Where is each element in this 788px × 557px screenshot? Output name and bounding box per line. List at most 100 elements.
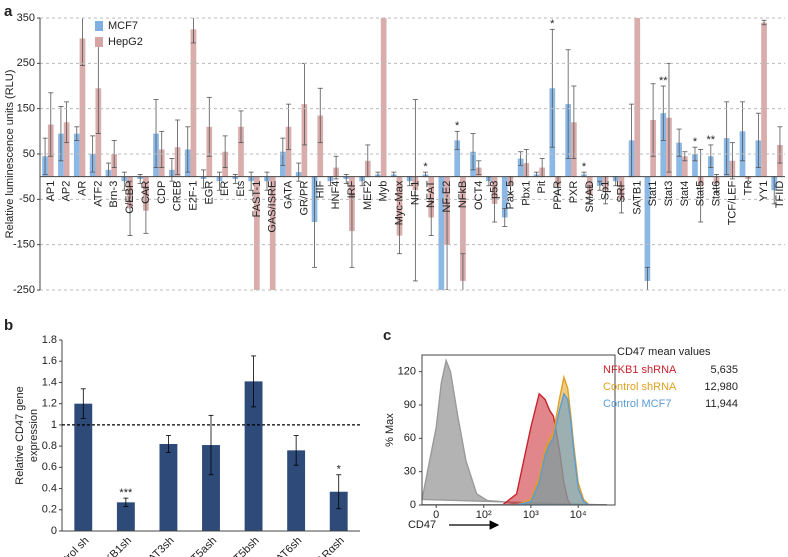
panel-label: b bbox=[4, 317, 13, 334]
bar bbox=[116, 502, 135, 531]
annotation: * bbox=[582, 161, 587, 173]
annotation: * bbox=[550, 18, 555, 30]
y-axis-label: expression bbox=[28, 409, 40, 462]
bar bbox=[269, 176, 276, 290]
x-tick-label: MEF2 bbox=[362, 181, 374, 210]
x-tick-label: GAS/ISRE bbox=[267, 181, 279, 233]
x-tick-label: PXR bbox=[568, 181, 580, 204]
bar bbox=[454, 140, 461, 177]
x-tick-label: Myc-Max bbox=[394, 180, 406, 225]
bar bbox=[681, 156, 688, 177]
x-tick-label: Pax-5 bbox=[505, 181, 517, 210]
legend-swatch bbox=[95, 37, 103, 47]
bar bbox=[396, 176, 403, 236]
y-tick-label: 150 bbox=[17, 103, 35, 115]
bar bbox=[79, 38, 86, 177]
x-tick-label: Myb bbox=[378, 181, 390, 202]
legend-value: 12,980 bbox=[704, 381, 738, 393]
y-tick-label: 1.8 bbox=[42, 334, 57, 346]
bar bbox=[287, 450, 306, 531]
bar bbox=[634, 18, 641, 177]
legend-label: NFKB1 shRNA bbox=[603, 364, 677, 376]
bar bbox=[517, 158, 524, 177]
x-tick-label: PPAR bbox=[552, 181, 564, 210]
x-tick-label: GR/PR bbox=[298, 181, 310, 216]
plot bbox=[42, 18, 783, 290]
y-tick-label: 0 bbox=[51, 525, 57, 537]
legend-label: Control shRNA bbox=[603, 381, 677, 393]
x-tick-label: NFkB bbox=[457, 181, 469, 209]
y-tick-label: 120 bbox=[398, 366, 416, 378]
bar bbox=[238, 126, 244, 177]
y-tick-label: 1.6 bbox=[42, 355, 57, 367]
y-tick-label: 50 bbox=[23, 148, 35, 160]
x-tick-label: NF-1 bbox=[409, 181, 421, 205]
bar bbox=[73, 133, 80, 177]
x-tick-label: TR bbox=[742, 181, 754, 196]
bar bbox=[190, 29, 197, 177]
y-axis-label: % Max bbox=[384, 413, 396, 447]
x-tick-label: AR bbox=[77, 181, 89, 196]
bar bbox=[660, 113, 667, 177]
x-tick-label: NFKB1sh bbox=[92, 535, 134, 557]
x-tick-label: CAR bbox=[140, 181, 152, 204]
x-tick-label: NF-E2 bbox=[441, 181, 453, 213]
legend-title: CD47 mean values bbox=[617, 346, 711, 358]
y-tick-label: 60 bbox=[404, 432, 416, 444]
x-tick-label: CDP bbox=[156, 181, 168, 204]
x-tick-label: STAT5bsh bbox=[218, 535, 262, 557]
x-axis-label: CD47 bbox=[408, 519, 436, 531]
plot bbox=[74, 355, 348, 531]
x-tick-label: HIF bbox=[314, 180, 326, 198]
x-tick-label: STAT5ash bbox=[175, 535, 219, 557]
annotation: * bbox=[423, 161, 428, 173]
y-tick-label: 1.4 bbox=[42, 376, 57, 388]
x-tick-label: Sp1 bbox=[600, 181, 612, 201]
x-tick-label: GATA bbox=[283, 180, 295, 209]
y-tick-label: 350 bbox=[17, 12, 35, 24]
x-tick-label: Pit bbox=[536, 181, 548, 194]
bar bbox=[460, 176, 466, 281]
x-tick-label: AP2 bbox=[61, 181, 73, 202]
bar bbox=[329, 491, 348, 531]
bar bbox=[317, 115, 324, 177]
x-tick-label: 0 bbox=[433, 509, 439, 521]
y-axis-label: Relative CD47 gene bbox=[14, 386, 26, 484]
x-tick-label: AP1 bbox=[45, 181, 57, 202]
legend-swatch bbox=[95, 21, 103, 31]
x-tick-label: Stat4 bbox=[679, 181, 691, 207]
x-tick-label: EGR bbox=[203, 181, 215, 205]
x-tick-label: Control sh bbox=[48, 535, 92, 557]
bar bbox=[428, 176, 435, 218]
bar bbox=[244, 381, 263, 531]
legend-value: 5,635 bbox=[710, 364, 738, 376]
x-tick-label: NFAT bbox=[425, 180, 437, 208]
plot bbox=[422, 358, 607, 505]
x-tick-label: OCT4 bbox=[473, 181, 485, 210]
x-tick-label: Stat3 bbox=[663, 181, 675, 207]
bar bbox=[692, 154, 698, 177]
legend-label: HepG2 bbox=[108, 36, 143, 48]
histogram bbox=[422, 392, 607, 505]
y-tick-label: 0.4 bbox=[42, 482, 57, 494]
x-tick-label: 10³ bbox=[523, 509, 539, 521]
x-tick-label: FAST-1 bbox=[251, 181, 263, 218]
annotation: ** bbox=[659, 75, 668, 87]
annotation: * bbox=[337, 464, 342, 476]
bar bbox=[676, 142, 682, 177]
bar bbox=[438, 176, 445, 290]
y-tick-label: 1 bbox=[51, 419, 57, 431]
y-tick-label: -250 bbox=[13, 284, 35, 296]
legend-value: 11,944 bbox=[705, 398, 738, 410]
x-tick-label: p53 bbox=[489, 181, 501, 199]
panel-label: a bbox=[4, 3, 13, 20]
bar bbox=[159, 443, 178, 531]
panel-label: c bbox=[383, 327, 391, 344]
y-tick-label: 250 bbox=[17, 57, 35, 69]
x-tick-label: PPARαsh bbox=[305, 535, 347, 557]
y-tick-label: 0.2 bbox=[42, 504, 57, 516]
x-tick-label: TFIID bbox=[774, 181, 786, 209]
x-tick-label: CREB bbox=[172, 181, 184, 212]
bar bbox=[761, 22, 767, 177]
x-tick-label: ER bbox=[219, 181, 231, 196]
